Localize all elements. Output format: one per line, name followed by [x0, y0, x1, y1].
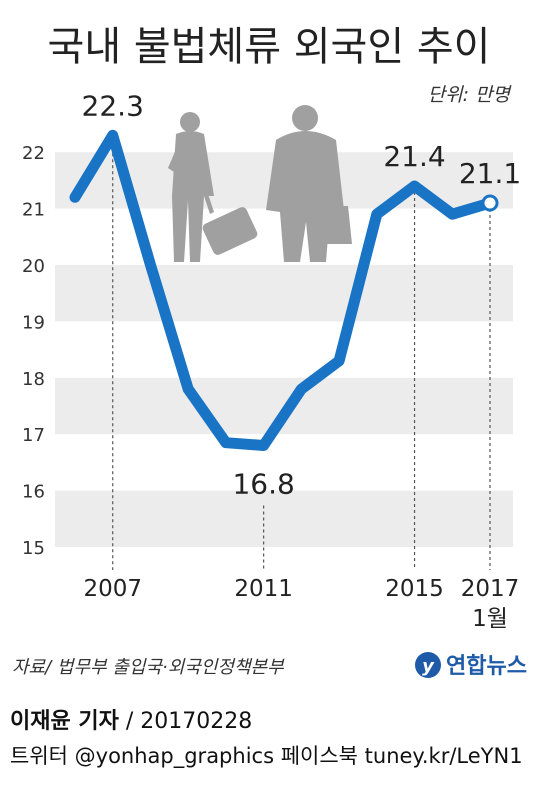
chart-title: 국내 불법체류 외국인 추이 — [48, 24, 491, 70]
x-tick-label: 2007 — [83, 576, 142, 602]
data-label: 21.4 — [383, 140, 445, 173]
shopper-silhouette — [266, 105, 352, 262]
travelers-illustration — [168, 105, 352, 262]
y-tick-label: 15 — [22, 538, 45, 559]
y-tick-label: 16 — [22, 482, 45, 503]
data-label: 16.8 — [232, 467, 294, 500]
x-tick-label: 2017 — [461, 576, 520, 602]
x-axis-ticks: 2007 2011 2015 2017 1월 — [83, 576, 519, 632]
y-tick-label: 18 — [22, 369, 45, 390]
byline: 이재윤 기자 / 20170228 — [10, 703, 252, 735]
y-tick-label: 21 — [22, 200, 45, 221]
end-point-marker — [481, 194, 499, 212]
y-tick-label: 17 — [22, 425, 45, 446]
author-name: 이재윤 기자 — [10, 709, 119, 734]
social-links: 트위터 @yonhap_graphics 페이스북 tuney.kr/LeYN1 — [10, 744, 523, 768]
chart: 국내 불법체류 외국인 추이 단위: 만명 15 16 17 18 19 20 21 22 2… — [12, 24, 527, 679]
svg-text:y: y — [422, 656, 435, 677]
grid-band — [55, 265, 513, 322]
y-axis-ticks: 15 16 17 18 19 20 21 22 — [22, 143, 45, 559]
x-tick-sublabel: 1월 — [472, 606, 508, 632]
grid-band — [55, 490, 513, 547]
unit-label: 단위: 만명 — [428, 84, 513, 106]
traveler-silhouette — [168, 112, 258, 262]
y-tick-label: 22 — [22, 143, 45, 164]
x-tick-label: 2015 — [385, 576, 444, 602]
data-label: 21.1 — [459, 157, 521, 190]
data-label: 22.3 — [82, 89, 144, 122]
guide-lines — [112, 141, 491, 570]
byline-separator: / — [118, 709, 141, 734]
yonhap-logo: y 연합뉴스 — [415, 652, 527, 679]
logo-text: 연합뉴스 — [446, 653, 527, 679]
logo-mark-icon — [415, 652, 441, 678]
data-labels: 22.3 16.8 21.4 21.1 — [82, 89, 522, 500]
y-tick-label: 19 — [22, 312, 45, 333]
x-tick-label: 2011 — [234, 576, 293, 602]
y-tick-label: 20 — [22, 256, 45, 277]
publish-date: 20170228 — [140, 709, 253, 734]
source-text: 자료/ 법무부 출입국·외국인정책본부 — [12, 657, 285, 678]
series-line — [69, 129, 496, 451]
